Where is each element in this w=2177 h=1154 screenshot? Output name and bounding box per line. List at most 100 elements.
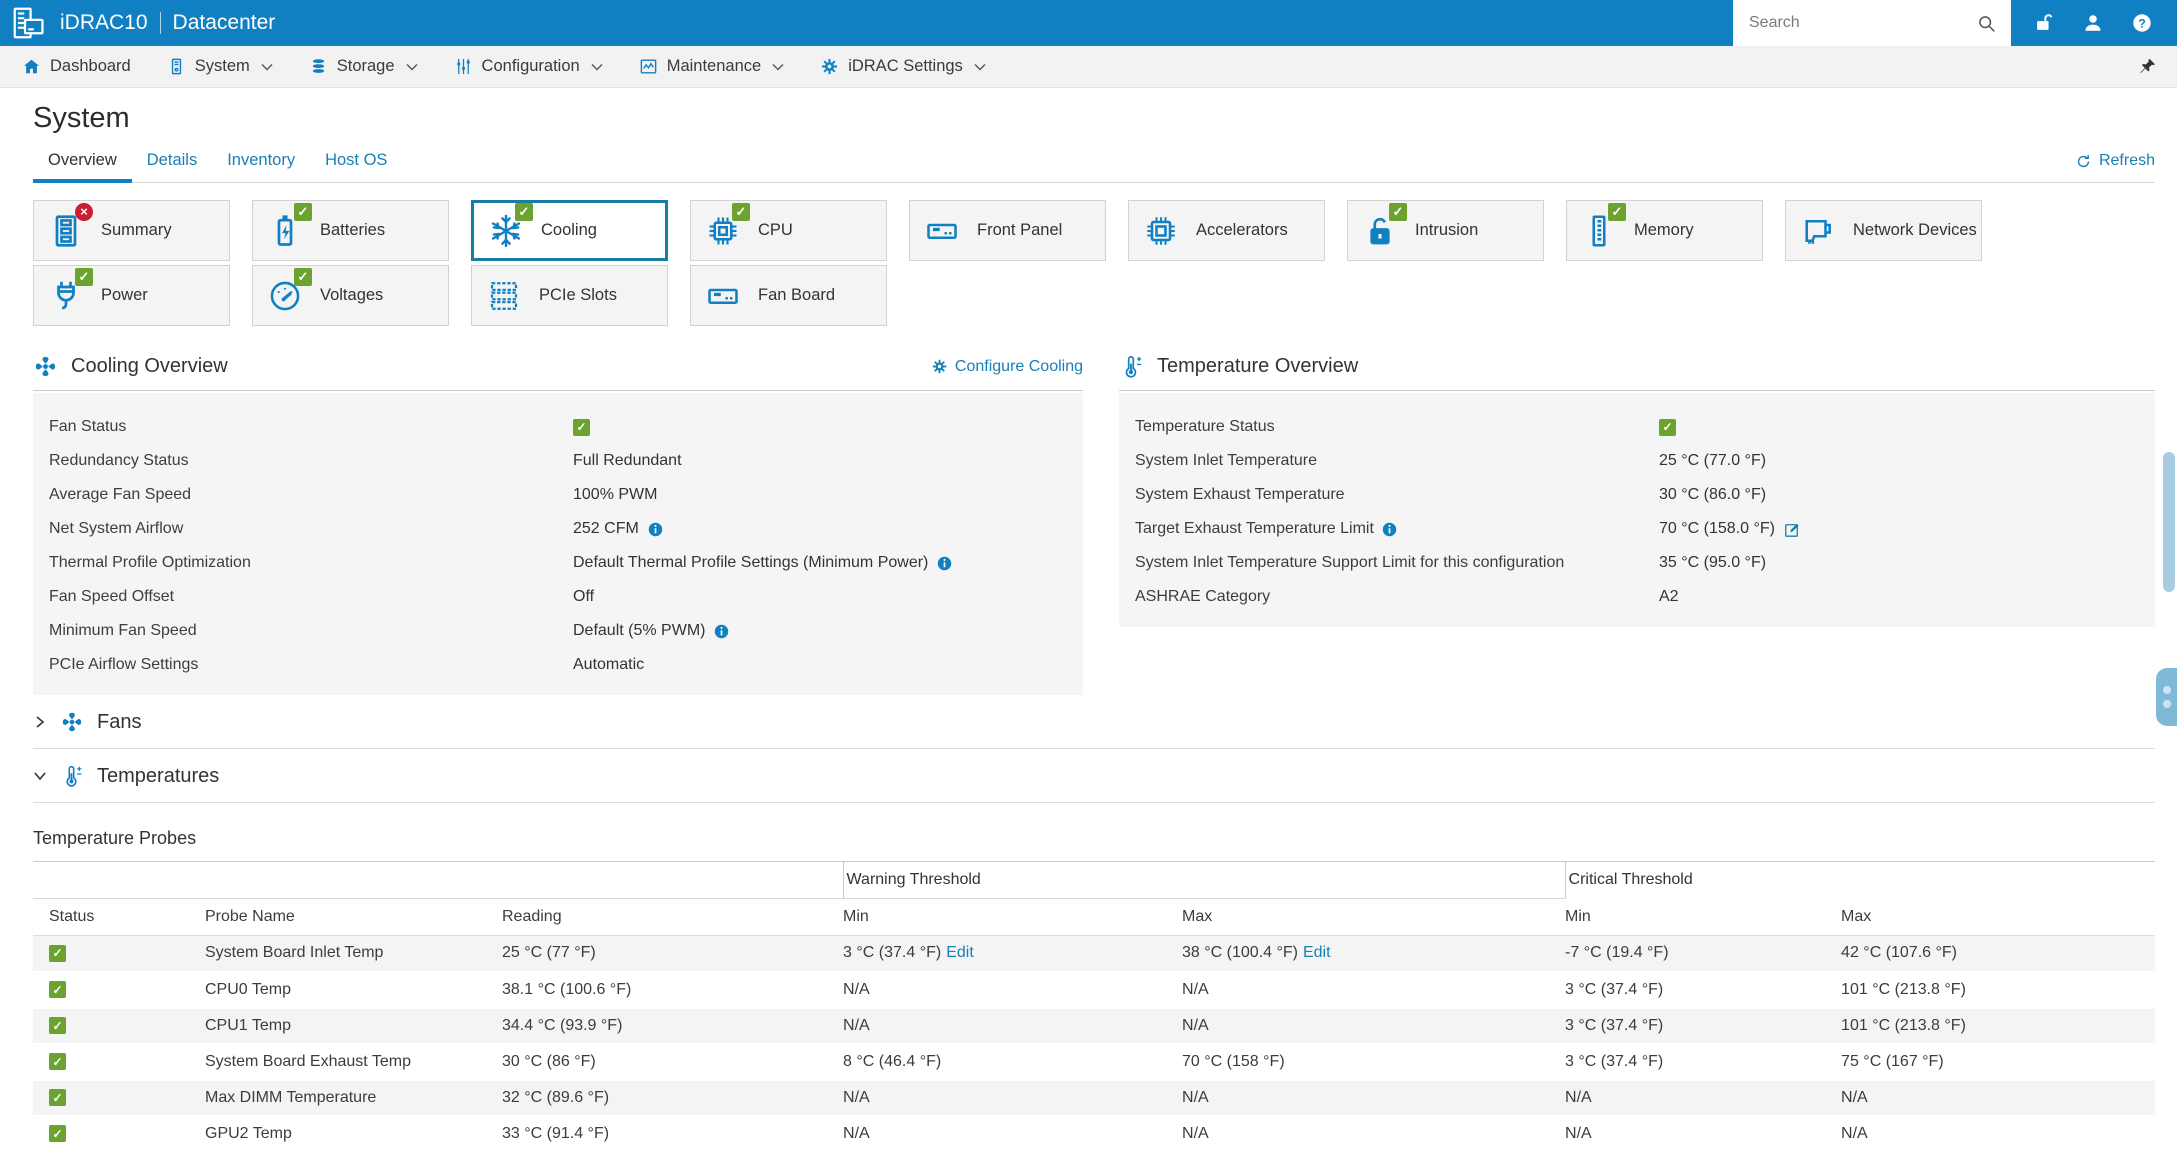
accelerator-icon [1141, 209, 1181, 253]
tab-inventory[interactable]: Inventory [227, 151, 296, 169]
cell-probe-name: CPU1 Temp [205, 1007, 502, 1045]
temperatures-section-toggle[interactable]: Temperatures [33, 749, 2155, 803]
kv-value: Automatic [573, 656, 644, 674]
floating-side-tab[interactable] [2156, 668, 2177, 726]
tile-fan-board[interactable]: Fan Board [690, 265, 887, 326]
tile-pcie-slots[interactable]: PCIe Slots [471, 265, 668, 326]
kv-label-text: Net System Airflow [49, 520, 184, 537]
cell-probe-name: Max DIMM Temperature [205, 1079, 502, 1117]
tile-label: Accelerators [1196, 221, 1288, 239]
cell-warn-max: 70 °C (158 °F) [1182, 1043, 1566, 1081]
tile-network-devices[interactable]: Network Devices [1785, 200, 1982, 261]
fans-section-toggle[interactable]: Fans [33, 695, 2155, 749]
tile-front-panel[interactable]: Front Panel [909, 200, 1106, 261]
fans-section-label: Fans [97, 710, 142, 733]
temperature-overview-title: Temperature Overview [1157, 355, 1359, 377]
kv-row: System Exhaust Temperature 30 °C (86.0 °F… [1119, 478, 2155, 512]
tile-cpu[interactable]: ✓ CPU [690, 200, 887, 261]
kv-label-text: Redundancy Status [49, 452, 189, 469]
tab-details[interactable]: Details [146, 151, 198, 169]
kv-label-text: Target Exhaust Temperature Limit [1135, 520, 1374, 537]
chevron-down-icon [772, 63, 784, 71]
cell-value: N/A [1182, 1016, 1209, 1034]
kv-label: ASHRAE Category [1135, 588, 1659, 606]
nav-item-storage[interactable]: Storage [309, 57, 418, 76]
tile-memory[interactable]: ✓ Memory [1566, 200, 1763, 261]
tile-power[interactable]: ✓ Power [33, 265, 230, 326]
cell-crit-min: 3 °C (37.4 °F) [1565, 971, 1842, 1009]
cell-crit-min: -7 °C (19.4 °F) [1565, 935, 1842, 973]
kv-label: System Inlet Temperature Support Limit f… [1135, 554, 1659, 572]
kv-row: Net System Airflow 252 CFM [33, 512, 1083, 546]
kv-label-text: System Exhaust Temperature [1135, 486, 1345, 503]
cell-reading: 33 °C (91.4 °F) [502, 1115, 844, 1153]
vertical-scrollbar-thumb[interactable] [2163, 452, 2175, 592]
search-input[interactable] [1747, 13, 1976, 33]
kv-label-text: Average Fan Speed [49, 486, 192, 503]
search-icon[interactable] [1976, 13, 1997, 34]
cell-crit-min: 3 °C (37.4 °F) [1565, 1007, 1842, 1045]
search-box [1733, 0, 2011, 46]
info-icon[interactable] [647, 521, 664, 538]
unlock-icon[interactable] [2033, 12, 2055, 34]
cell-status: ✓ [33, 1007, 205, 1045]
nav-item-configuration[interactable]: Configuration [454, 57, 603, 76]
tile-cooling[interactable]: ✓ Cooling [471, 200, 668, 261]
kv-row: System Inlet Temperature Support Limit f… [1119, 546, 2155, 580]
fan-board-icon [703, 274, 743, 318]
tile-voltages[interactable]: ✓ Voltages [252, 265, 449, 326]
server-rack-icon: × [46, 202, 93, 253]
pin-icon[interactable] [2138, 57, 2157, 76]
status-ok-icon: ✓ [49, 981, 66, 998]
tile-intrusion[interactable]: ✓ Intrusion [1347, 200, 1544, 261]
cell-crit-max: 75 °C (167 °F) [1841, 1043, 2156, 1081]
thermometer-icon [60, 764, 84, 788]
brand-logo: iDRAC10 Datacenter [0, 4, 289, 42]
user-icon[interactable] [2082, 12, 2104, 34]
tile-batteries[interactable]: ✓ Batteries [252, 200, 449, 261]
nav-item-maintenance[interactable]: Maintenance [639, 57, 784, 76]
col-warning-max: Max [1182, 898, 1566, 936]
status-ok-badge: ✓ [1389, 202, 1407, 221]
info-icon[interactable] [1381, 521, 1398, 538]
kv-label-text: PCIe Airflow Settings [49, 656, 199, 673]
cell-value: 38 °C (100.4 °F) [1182, 944, 1298, 962]
front-panel-icon [922, 209, 962, 253]
status-ok-badge: ✓ [732, 202, 750, 221]
cell-warn-min: 8 °C (46.4 °F) [843, 1043, 1183, 1081]
status-error-badge: × [75, 202, 93, 221]
kv-value: 70 °C (158.0 °F) [1659, 520, 1802, 539]
kv-value: Off [573, 588, 594, 606]
temperatures-section-label: Temperatures [97, 764, 220, 787]
cooling-overview-panel: Fan Status ✓ Redundancy Status Full Redunda… [33, 393, 1083, 695]
main-nav: Dashboard System Storage Configuration Maint… [0, 46, 2177, 88]
tab-host-os[interactable]: Host OS [325, 151, 388, 169]
cell-warn-min: N/A [843, 1115, 1183, 1153]
tab-overview[interactable]: Overview [33, 141, 132, 183]
nav-item-idrac-settings[interactable]: iDRAC Settings [820, 57, 986, 76]
info-icon[interactable] [936, 555, 953, 572]
info-icon[interactable] [713, 623, 730, 640]
nav-item-label: Configuration [481, 57, 580, 75]
kv-label: Temperature Status [1135, 418, 1659, 436]
edit-icon[interactable] [1783, 520, 1802, 539]
nav-item-system[interactable]: System [167, 57, 273, 76]
nav-item-dashboard[interactable]: Dashboard [22, 57, 131, 76]
cell-value: N/A [1565, 1088, 1592, 1106]
cell-value: 75 °C (167 °F) [1841, 1052, 1944, 1070]
idrac-server-logo-icon [10, 4, 48, 42]
kv-label: System Exhaust Temperature [1135, 486, 1659, 504]
tile-summary[interactable]: × Summary [33, 200, 230, 261]
configure-cooling-link[interactable]: Configure Cooling [931, 358, 1083, 376]
tile-label: Intrusion [1415, 221, 1479, 239]
tile-label: Memory [1634, 221, 1694, 239]
tile-accelerators[interactable]: Accelerators [1128, 200, 1325, 261]
edit-threshold-link[interactable]: Edit [1302, 944, 1331, 962]
refresh-button[interactable]: Refresh [2075, 152, 2155, 182]
edit-threshold-link[interactable]: Edit [946, 944, 974, 962]
kv-value-text: Default Thermal Profile Settings (Minimu… [573, 554, 929, 571]
cell-probe-name: System Board Exhaust Temp [205, 1043, 502, 1081]
kv-value: 35 °C (95.0 °F) [1659, 554, 1766, 572]
help-icon[interactable]: ? [2131, 12, 2153, 34]
table-column-header-row: Status Probe Name Reading Min Max Min Ma… [33, 898, 2156, 936]
